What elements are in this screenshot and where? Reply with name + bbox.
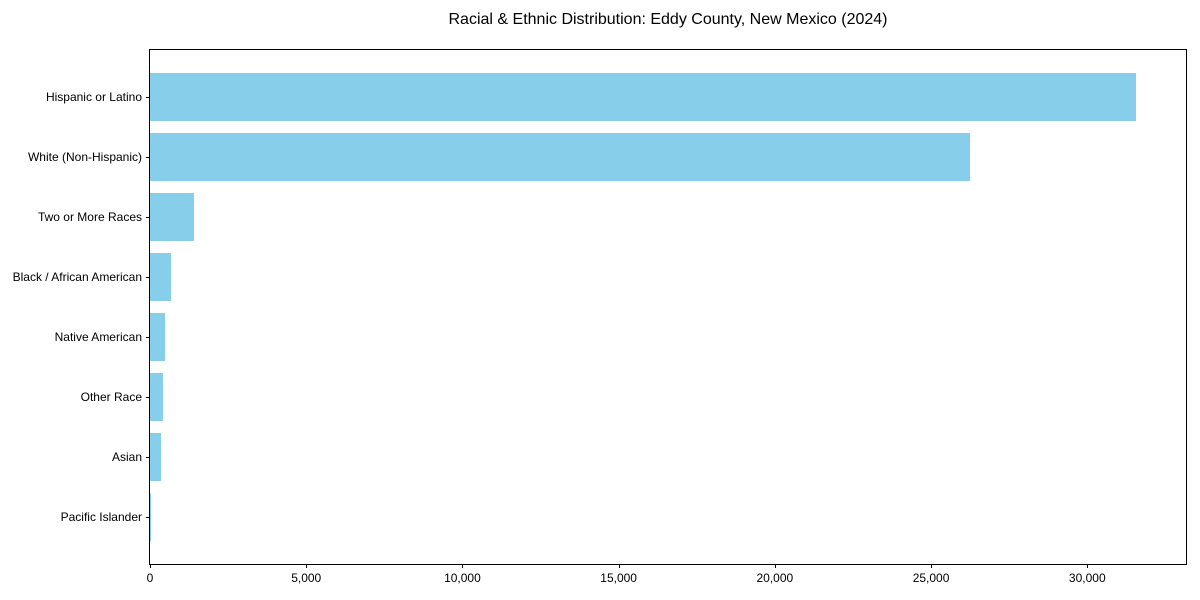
bar-two-or-more-races <box>150 193 194 242</box>
y-tick-mark <box>146 516 150 518</box>
chart-title: Racial & Ethnic Distribution: Eddy Count… <box>448 11 888 28</box>
y-tick-mark <box>146 336 150 338</box>
x-tick-mark <box>774 564 776 568</box>
x-tick-mark <box>618 564 620 568</box>
y-axis-label-two-or-more-races: Two or More Races <box>37 210 142 225</box>
bar-hispanic-or-latino <box>150 73 1136 122</box>
bar-white-non-hispanic <box>150 133 971 182</box>
plot-area: Hispanic or Latino White (Non-Hispanic) Tw… <box>13 49 1187 585</box>
x-tick-label: 5,000 <box>291 571 322 585</box>
x-tick-label: 0 <box>146 571 154 585</box>
y-tick-mark <box>146 217 150 219</box>
y-tick-mark <box>146 456 150 458</box>
x-tick-mark <box>1087 564 1089 568</box>
x-tick-mark <box>306 564 308 568</box>
bar-pacific-islander <box>150 492 151 541</box>
x-tick-label: 15,000 <box>600 571 637 585</box>
bar-native-american <box>150 312 165 361</box>
y-axis-label-other-race: Other Race <box>80 389 142 404</box>
y-axis-label-hispanic-or-latino: Hispanic or Latino <box>45 90 142 105</box>
y-tick-mark <box>146 396 150 398</box>
y-axis-label-asian: Asian <box>111 449 142 464</box>
y-tick-mark <box>146 97 150 99</box>
y-tick-mark <box>146 157 150 159</box>
x-tick-mark <box>150 564 151 568</box>
bar-asian <box>150 432 161 481</box>
x-tick-label: 25,000 <box>912 571 950 585</box>
bar-black-african-american <box>150 253 172 302</box>
x-tick-mark <box>931 564 933 568</box>
x-tick-label: 30,000 <box>1068 571 1106 585</box>
y-axis-label-white-non-hispanic: White (Non-Hispanic) <box>27 150 142 165</box>
y-axis-label-native-american: Native American <box>54 329 142 344</box>
bar-other-race <box>150 372 163 421</box>
x-tick-mark <box>462 564 464 568</box>
y-axis-label-black-african-american: Black / African American <box>12 270 142 285</box>
y-axis-label-pacific-islander: Pacific Islander <box>60 509 142 524</box>
x-tick-label: 10,000 <box>444 571 481 585</box>
x-tick-label: 20,000 <box>756 571 794 585</box>
y-tick-mark <box>146 277 150 279</box>
